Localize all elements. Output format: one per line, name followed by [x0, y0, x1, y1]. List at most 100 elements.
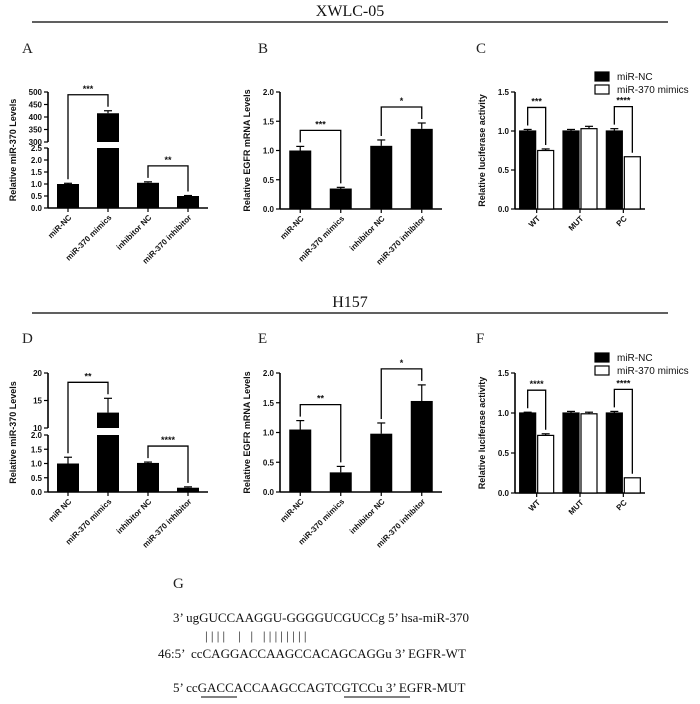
chart-a-ytick-low-1: 0.5	[31, 192, 43, 201]
chart-f-legend-mir-370-mimics: miR-370 mimics	[617, 366, 689, 377]
chart-d-ytick-up-2: 20	[33, 369, 42, 378]
chart-d-bar-mir-nc	[57, 463, 79, 492]
chart-b-ylabel: Relative EGFR mRNA Levels	[242, 89, 252, 211]
chart-a-ytick-low-2: 1.0	[31, 180, 43, 189]
chart-a-ytick-up-3: 450	[29, 101, 43, 110]
chart-d-ytick-low-4: 2.0	[31, 431, 43, 440]
chart-a-xtick-inhibitor-nc: inhibitor NC	[115, 213, 154, 252]
chart-c-legend-mir-370-mimics: miR-370 mimics	[617, 85, 689, 96]
chart-f-sig-0-label: ****	[530, 379, 545, 389]
chart-a-ytick-low-5: 2.5	[31, 144, 43, 153]
chart-b-bar-mir-nc	[289, 150, 312, 209]
chart-d-ylabel: Relative miR-370 Levels	[8, 381, 18, 484]
chart-b-bar-mir-370-mimics	[329, 188, 352, 209]
chart-e-ytick-3: 1.5	[263, 399, 275, 408]
chart-a-ytick-up-4: 500	[29, 88, 43, 97]
chart-a-bar-mir-370-mimics-lower	[97, 148, 119, 208]
panel-letter-a: A	[22, 41, 33, 57]
chart-f-bar-mut-mir-370-mimics	[580, 413, 598, 494]
panel-letter-d: D	[22, 331, 33, 347]
chart-b-sig-0-bracket	[299, 129, 342, 184]
chart-b-ytick-0: 0.0	[263, 205, 275, 214]
chart-b-ytick-4: 2.0	[263, 88, 275, 97]
chart-a-ytick-low-0: 0.0	[31, 204, 43, 213]
chart-b-sig-1-label: *	[400, 96, 404, 106]
chart-a-sig-0-label: ***	[83, 84, 94, 94]
chart-f-xtick-pc: PC	[615, 498, 629, 512]
chart-c-sig-1-label: ****	[616, 96, 631, 106]
chart-e-sig-1-bracket	[380, 368, 423, 419]
chart-f-bar-pc-mir-nc	[605, 412, 623, 494]
chart-f-bar-wt-mir-nc	[519, 412, 537, 494]
chart-a-sig-1-bracket	[147, 165, 189, 192]
chart-f-ytick-2: 1.0	[498, 409, 510, 418]
chart-b-bar-inhibitor-nc	[370, 145, 393, 209]
chart-e-xtick-mir-nc: miR-NC	[279, 497, 306, 524]
chart-e-bar-mir-370-inhibitor	[410, 400, 433, 492]
chart-c-bar-wt-mir-370-mimics	[537, 149, 555, 210]
chart-c-bar-wt-mir-nc	[519, 130, 537, 210]
chart-b-sig-0-label: ***	[315, 119, 326, 129]
chart-b-xtick-mir-nc: miR-NC	[279, 214, 306, 241]
chart-d-bar-mir-370-inhibitor	[177, 487, 199, 492]
chart-e-bar-mir-370-mimics	[329, 472, 352, 492]
chart-f-legend-mir-nc: miR-NC	[617, 353, 653, 364]
chart-f-xtick-wt: WT	[527, 498, 542, 513]
chart-d-xtick-mir-nc: miR NC	[47, 497, 74, 524]
chart-f-legend-swatch-mir-nc	[594, 352, 610, 363]
chart-a-xtick-mir-nc: miR-NC	[46, 213, 73, 240]
chart-c-ytick-3: 1.5	[498, 88, 510, 97]
chart-d-ytick-low-2: 1.0	[31, 460, 43, 469]
chart-d-ytick-low-0: 0.0	[31, 488, 43, 497]
chart-e-ytick-4: 2.0	[263, 369, 275, 378]
chart-c-xtick-mut: MUT	[567, 214, 586, 233]
chart-b-bar-mir-370-inhibitor	[410, 128, 433, 209]
chart-c-ytick-1: 0.5	[498, 166, 510, 175]
chart-d-xtick-inhibitor-nc: inhibitor NC	[115, 497, 154, 536]
chart-f-sig-1-label: ****	[616, 378, 631, 388]
chart-c-bar-pc-mir-nc	[605, 130, 623, 210]
chart-f-ytick-0: 0.0	[498, 489, 510, 498]
chart-a-ytick-up-1: 350	[29, 126, 43, 135]
chart-b-sig-1-bracket	[380, 106, 423, 136]
chart-d-bar-mir-370-mimics-lower	[97, 435, 119, 492]
section-title-h157: H157	[332, 294, 368, 311]
sequence-alignment: 3’ ugGUCCAAGGU-GGGGUCGUCCg 5’ hsa-miR-37…	[158, 610, 469, 698]
chart-f-xtick-mut: MUT	[567, 498, 586, 517]
chart-d-bar-inhibitor-nc	[137, 462, 159, 492]
chart-f-bar-mut-mir-nc	[562, 412, 580, 494]
chart-c-sig-0-label: ***	[531, 96, 542, 106]
chart-a-ytick-up-2: 400	[29, 113, 43, 122]
section-title-xwlc05: XWLC-05	[316, 3, 384, 20]
chart-a-ylabel: Relative miR-370 Levels	[8, 99, 18, 202]
chart-a-sig-1-label: **	[164, 155, 172, 165]
mirna-sequence: 3’ ugGUCCAAGGU-GGGGUCGUCCg 5’ hsa-miR-37…	[173, 610, 469, 625]
chart-b-ytick-3: 1.5	[263, 117, 275, 126]
chart-c-xtick-pc: PC	[615, 214, 629, 228]
chart-b-ytick-1: 0.5	[263, 176, 275, 185]
panel-letter-c: C	[476, 41, 486, 57]
chart-f-sig-1-bracket	[613, 388, 633, 474]
chart-e-sig-1-label: *	[400, 358, 404, 368]
pairing-lines: | | | | | | | | | | | | | |	[205, 628, 306, 643]
chart-e-xtick-inhibitor-nc: inhibitor NC	[348, 497, 387, 536]
chart-c-ytick-0: 0.0	[498, 205, 510, 214]
chart-d-sig-0-label: **	[84, 371, 92, 381]
chart-e-ytick-1: 0.5	[263, 458, 275, 467]
chart-e-sig-0-bracket	[299, 403, 342, 463]
chart-c-legend-swatch-mir-370-mimics	[594, 84, 610, 95]
panel-letter-e: E	[258, 331, 267, 347]
chart-f-sig-0-bracket	[527, 389, 547, 430]
chart-a-ytick-up-0: 300	[29, 138, 43, 147]
chart-f-legend-swatch-mir-370-mimics	[594, 365, 610, 376]
chart-c-legend-swatch-mir-nc	[594, 71, 610, 82]
chart-e: 0.0 0.5 1.0 1.5 2.0 Relative EGFR mRNA Levels…	[242, 358, 442, 550]
chart-d-ytick-up-0: 10	[33, 424, 42, 433]
panel-letter-f: F	[476, 331, 484, 347]
chart-a-bar-mir-370-inhibitor	[177, 196, 199, 208]
chart-f-bar-pc-mir-370-mimics	[623, 477, 641, 494]
chart-a-ytick-low-3: 1.5	[31, 168, 43, 177]
chart-c-legend-mir-nc: miR-NC	[617, 72, 653, 83]
chart-e-bar-inhibitor-nc	[370, 433, 393, 492]
